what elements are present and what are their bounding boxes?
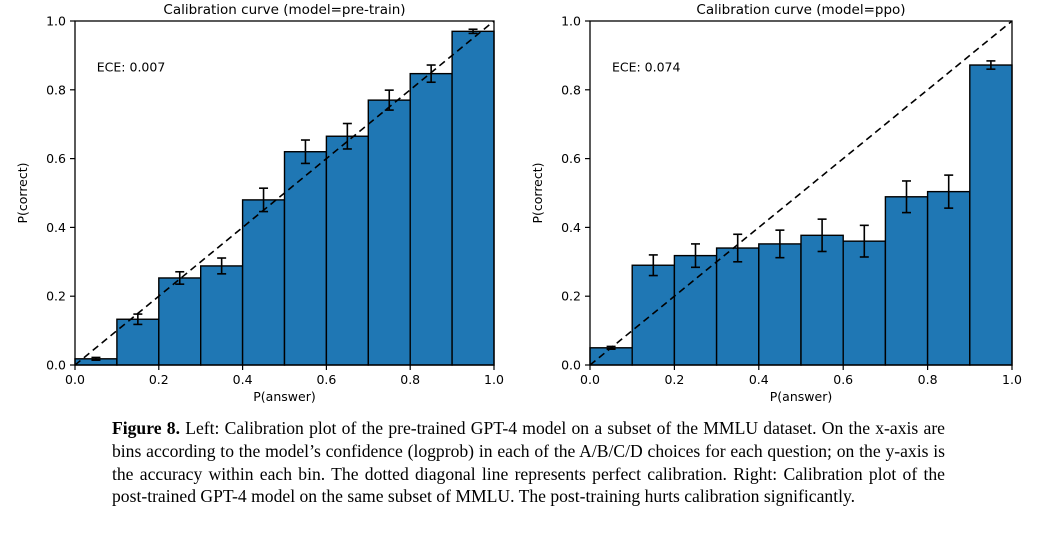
x-tick-label: 0.8 [918, 372, 938, 387]
calibration-chart-pretrain-svg: 0.0 0.2 0.4 0.6 0.8 1.0 0.0 0.2 0.4 0.6 0.8 1.0 Cali… [15, 2, 504, 404]
y-tick-label: 1.0 [561, 14, 581, 29]
bar-bin-5 [800, 234, 844, 366]
y-tick-label: 1.0 [46, 14, 66, 29]
calibration-chart-ppo: 0.0 0.2 0.4 0.6 0.8 1.0 0.0 0.2 0.4 0.6 0.8 1.0 Cali… [527, 0, 1054, 412]
bar-bin-2 [673, 254, 718, 366]
y-tick-label: 0.0 [561, 358, 581, 373]
bar-bin-8 [409, 72, 453, 366]
ece-annotation: ECE: 0.007 [97, 60, 165, 75]
bar-bin-6 [325, 135, 369, 366]
bar-bin-6 [842, 240, 887, 366]
bar-bin-1 [631, 264, 676, 366]
y-tick-label: 0.0 [46, 358, 66, 373]
y-tick-label: 0.2 [46, 289, 66, 304]
bar-bin-3 [199, 265, 244, 366]
bar-bin-7 [367, 99, 411, 366]
x-tick-label: 0.4 [749, 372, 769, 387]
figure-caption-text: Left: Calibration plot of the pre-traine… [112, 418, 945, 507]
calibration-chart-ppo-svg: 0.0 0.2 0.4 0.6 0.8 1.0 0.0 0.2 0.4 0.6 0.8 1.0 Cali… [530, 2, 1022, 404]
plot-border [74, 20, 495, 366]
plot-border [589, 20, 1013, 366]
charts-row: 0.0 0.2 0.4 0.6 0.8 1.0 0.0 0.2 0.4 0.6 0.8 1.0 Cali… [0, 0, 1054, 412]
x-tick-label: 0.0 [65, 372, 85, 387]
y-tick-label: 0.8 [46, 82, 66, 97]
bar-bin-0 [589, 347, 633, 366]
x-tick-label: 0.0 [580, 372, 600, 387]
x-tick-label: 1.0 [1002, 372, 1022, 387]
y-tick-label: 0.6 [46, 151, 66, 166]
x-tick-label: 0.8 [400, 372, 420, 387]
chart-title: Calibration curve (model=pre-train) [163, 2, 405, 18]
bar-bin-7 [884, 196, 929, 366]
perfect-calibration-line [74, 20, 495, 366]
figure-caption-label: Figure 8. [112, 418, 180, 438]
y-tick-label: 0.2 [561, 289, 581, 304]
y-tick-label: 0.4 [561, 220, 581, 235]
bar-bin-9 [451, 30, 495, 366]
y-axis-label: P(correct) [530, 162, 545, 223]
x-tick-label: 0.2 [149, 372, 169, 387]
y-tick-label: 0.6 [561, 151, 581, 166]
figure-caption: Figure 8. Left: Calibration plot of the … [112, 417, 945, 508]
x-axis-label: P(answer) [770, 389, 832, 404]
x-tick-label: 0.6 [316, 372, 336, 387]
x-tick-label: 1.0 [484, 372, 504, 387]
x-tick-label: 0.6 [833, 372, 853, 387]
x-tick-label: 0.4 [233, 372, 253, 387]
bar-bin-4 [758, 243, 802, 366]
x-tick-label: 0.2 [664, 372, 684, 387]
ece-annotation: ECE: 0.074 [612, 60, 681, 75]
calibration-chart-pretrain: 0.0 0.2 0.4 0.6 0.8 1.0 0.0 0.2 0.4 0.6 0.8 1.0 Cali… [0, 0, 527, 412]
bar-bin-5 [283, 151, 328, 366]
y-axis-label: P(correct) [15, 162, 30, 223]
y-tick-label: 0.8 [561, 82, 581, 97]
bar-bin-9 [969, 64, 1013, 366]
bar-bin-4 [241, 199, 286, 366]
bar-bin-8 [926, 190, 971, 366]
x-axis-label: P(answer) [253, 389, 315, 404]
y-tick-label: 0.4 [46, 220, 66, 235]
bar-bin-3 [715, 247, 760, 366]
chart-title: Calibration curve (model=ppo) [696, 2, 905, 18]
perfect-calibration-line [589, 20, 1013, 366]
